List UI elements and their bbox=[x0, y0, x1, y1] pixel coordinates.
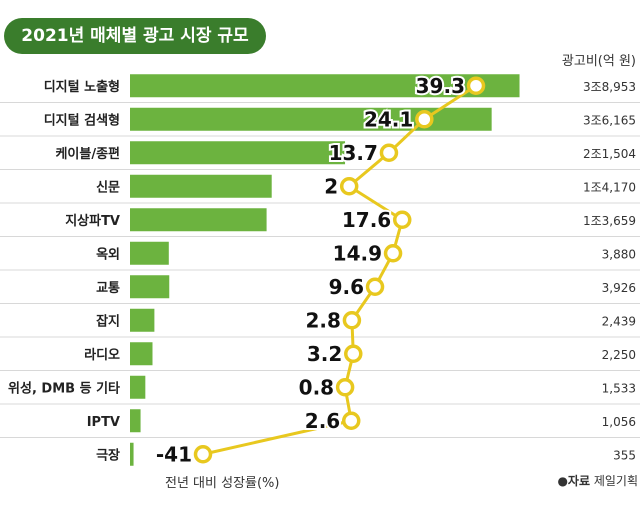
spend-label-0: 3조8,953 bbox=[583, 80, 636, 94]
category-label-4: 지상파TV bbox=[65, 214, 120, 229]
category-label-11: 극장 bbox=[96, 447, 120, 463]
category-label-2: 케이블/종편 bbox=[55, 146, 120, 162]
source-key: ●자료 bbox=[557, 474, 590, 488]
growth-label-10: 2.6 bbox=[305, 409, 340, 433]
growth-marker-10 bbox=[341, 411, 361, 430]
growth-marker-7 bbox=[342, 311, 362, 330]
source-value: 제일기획 bbox=[593, 474, 638, 488]
spend-label-7: 2,439 bbox=[602, 314, 636, 328]
category-label-9: 위성, DMB 등 기타 bbox=[8, 380, 120, 396]
growth-label-8: 3.2 bbox=[307, 342, 342, 366]
growth-marker-9 bbox=[335, 378, 355, 397]
category-label-6: 교통 bbox=[96, 281, 120, 296]
bar-6 bbox=[130, 275, 170, 299]
unit-label: 광고비(억 원) bbox=[561, 54, 636, 69]
growth-marker-5 bbox=[383, 244, 403, 263]
growth-label-0: 39.3 bbox=[416, 74, 465, 98]
bar-9 bbox=[130, 375, 146, 399]
bar-7 bbox=[130, 308, 155, 332]
category-label-1: 디지털 검색형 bbox=[44, 112, 120, 128]
growth-marker-3 bbox=[339, 177, 359, 196]
spend-label-11: 355 bbox=[613, 448, 636, 462]
growth-label-11: -41 bbox=[156, 442, 192, 466]
spend-label-8: 2,250 bbox=[602, 348, 636, 362]
growth-label-2: 13.7 bbox=[329, 141, 378, 165]
growth-markers bbox=[193, 76, 486, 464]
bar-1 bbox=[130, 107, 492, 131]
spend-label-2: 2조1,504 bbox=[583, 147, 636, 161]
chart-title: 2021년 매체별 광고 시장 규모 bbox=[4, 18, 266, 54]
growth-label-3: 2 bbox=[324, 174, 338, 198]
bars bbox=[130, 74, 520, 466]
growth-label-7: 2.8 bbox=[305, 308, 340, 332]
bar-10 bbox=[130, 409, 141, 433]
category-label-10: IPTV bbox=[87, 415, 120, 430]
category-label-8: 라디오 bbox=[84, 347, 120, 363]
growth-marker-0 bbox=[466, 76, 486, 95]
growth-label-4: 17.6 bbox=[342, 208, 391, 232]
spend-label-10: 1,056 bbox=[602, 415, 636, 429]
spend-label-4: 1조3,659 bbox=[583, 214, 636, 228]
growth-label-6: 9.6 bbox=[329, 275, 364, 299]
growth-marker-1 bbox=[415, 110, 434, 129]
growth-label-9: 0.8 bbox=[299, 375, 334, 399]
bar-11 bbox=[130, 442, 134, 466]
bar-3 bbox=[130, 174, 272, 198]
bar-5 bbox=[130, 241, 169, 265]
bar-8 bbox=[130, 342, 153, 366]
spend-label-3: 1조4,170 bbox=[583, 180, 636, 194]
category-label-7: 잡지 bbox=[96, 314, 120, 329]
category-label-3: 신문 bbox=[96, 180, 120, 195]
bar-0 bbox=[130, 74, 520, 98]
bar-4 bbox=[130, 208, 267, 232]
category-label-0: 디지털 노출형 bbox=[44, 79, 120, 95]
growth-label-5: 14.9 bbox=[333, 241, 382, 265]
spend-label-6: 3,926 bbox=[602, 281, 636, 295]
source-note: ●자료 제일기획 bbox=[557, 472, 638, 489]
x-axis-label: 전년 대비 성장률(%) bbox=[165, 476, 280, 491]
growth-marker-8 bbox=[344, 344, 363, 363]
spend-label-9: 1,533 bbox=[602, 381, 636, 395]
spend-label-5: 3,880 bbox=[602, 247, 636, 261]
growth-marker-4 bbox=[392, 210, 412, 229]
growth-marker-6 bbox=[365, 277, 385, 296]
growth-label-1: 24.1 bbox=[364, 107, 413, 131]
category-label-5: 옥외 bbox=[96, 246, 120, 262]
growth-labels: 39.324.1 13.7 217.6 14.9 9.6 2.8 3.2 0.8 2.6 -41 bbox=[154, 72, 467, 469]
growth-marker-2 bbox=[379, 143, 399, 162]
spend-labels: 3조8,953 3조6,165 2조1,504 1조4,170 1조3,659 3,880… bbox=[583, 80, 636, 463]
spend-label-1: 3조6,165 bbox=[583, 113, 636, 127]
growth-marker-11 bbox=[193, 445, 213, 464]
row-separators bbox=[0, 102, 640, 438]
bar-2 bbox=[130, 141, 346, 165]
